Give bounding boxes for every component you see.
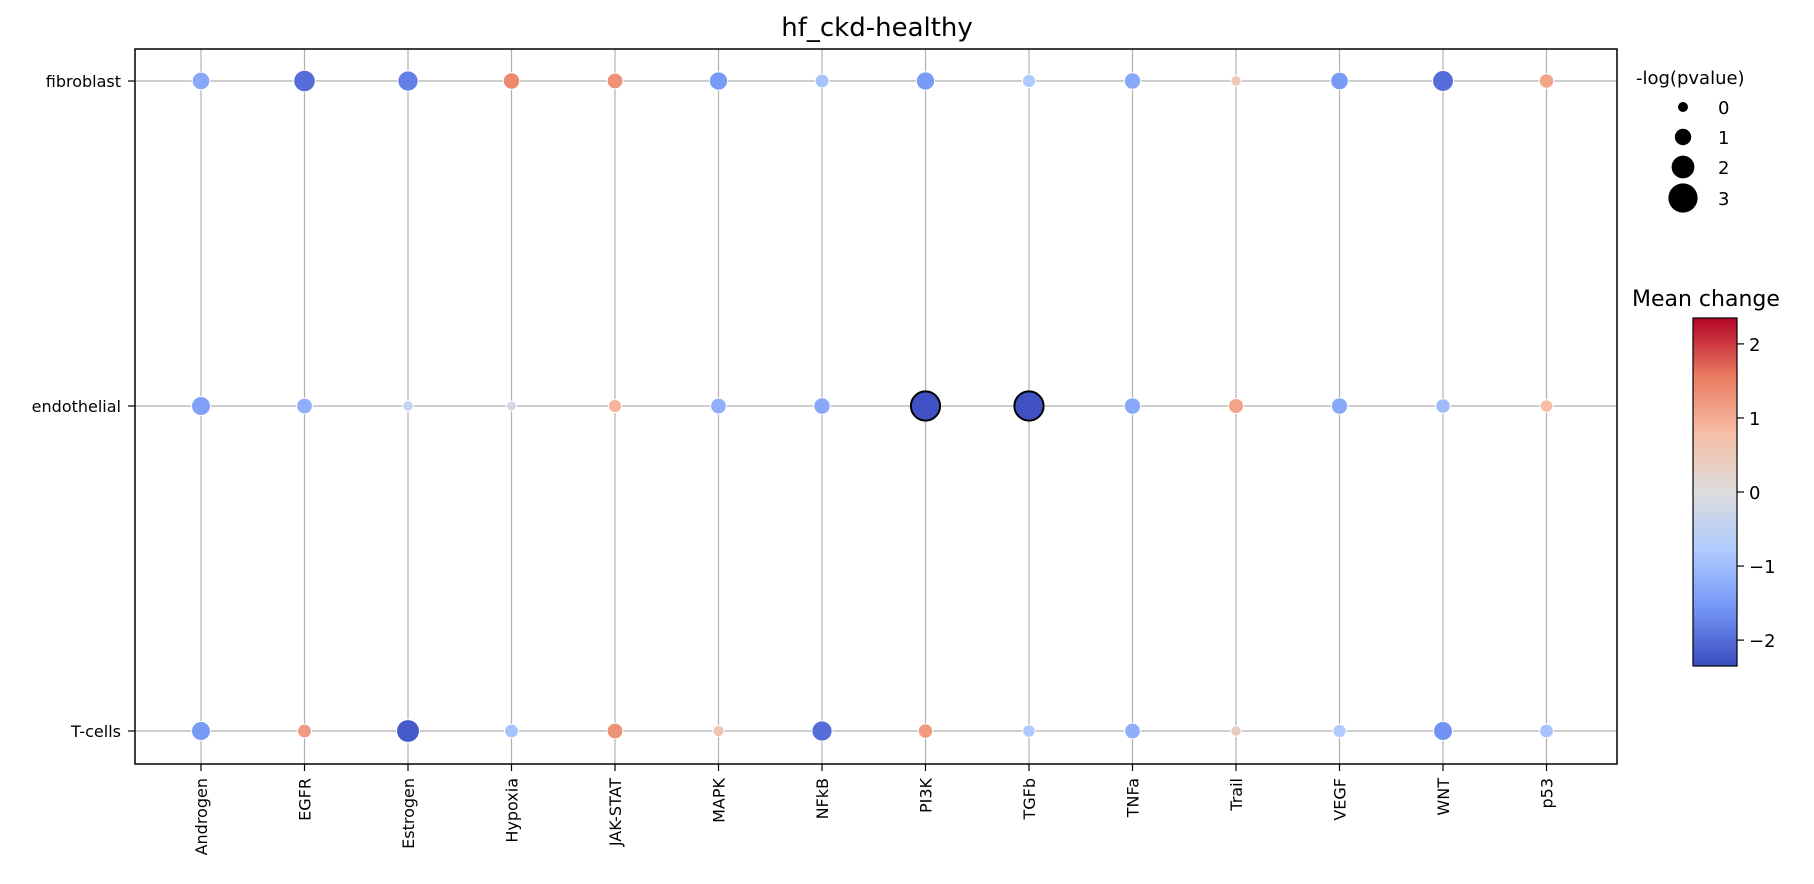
x-tick-label-estrogen: Estrogen — [399, 778, 418, 849]
size-legend-marker-3 — [1668, 183, 1698, 213]
colorbar-tick-label-0: 2 — [1749, 335, 1760, 356]
x-axis-ticks: Androgen EGFR Estrogen Hypoxia JAK-STAT MAPK N… — [192, 764, 1557, 855]
point-t-cells-estrogen — [396, 719, 420, 743]
point-endothelial-trail — [1227, 397, 1245, 415]
point-fibroblast-estrogen — [397, 70, 419, 92]
y-tick-label-endothelial: endothelial — [32, 397, 121, 416]
y-tick-label-fibroblast: fibroblast — [46, 72, 121, 91]
point-endothelial-androgen — [191, 396, 211, 416]
point-t-cells-egfr — [297, 723, 312, 739]
x-tick-label-egfr: EGFR — [296, 778, 315, 821]
colorbar: Mean change 2 1 0 −1 −2 — [1632, 287, 1780, 667]
size-legend-label-1: 1 — [1718, 128, 1729, 149]
y-axis-ticks: fibroblast endothelial T-cells — [32, 72, 135, 741]
point-fibroblast-wnt — [1432, 70, 1454, 92]
point-endothelial-hypoxia — [506, 400, 517, 412]
point-t-cells-mapk — [712, 724, 725, 738]
point-t-cells-tgfb — [1022, 724, 1036, 738]
point-endothelial-jak-stat — [607, 398, 623, 414]
point-t-cells-vegf — [1332, 723, 1347, 739]
point-t-cells-p53 — [1539, 723, 1554, 739]
point-fibroblast-tgfb — [1021, 73, 1037, 89]
point-t-cells-tnfa — [1124, 722, 1141, 740]
colorbar-tick-label-2: 0 — [1749, 483, 1760, 504]
point-t-cells-hypoxia — [504, 723, 519, 739]
point-t-cells-wnt — [1433, 721, 1453, 741]
point-fibroblast-vegf — [1330, 71, 1349, 91]
point-endothelial-tgfb — [1013, 390, 1045, 422]
point-endothelial-mapk — [710, 397, 727, 415]
size-legend-label-0: 0 — [1718, 98, 1729, 119]
x-tick-label-tgfb: TGFb — [1020, 778, 1039, 821]
point-endothelial-p53 — [1539, 399, 1554, 413]
point-endothelial-vegf — [1330, 397, 1349, 415]
point-endothelial-tnfa — [1123, 397, 1142, 415]
x-tick-label-mapk: MAPK — [710, 777, 729, 822]
x-tick-label-trail: Trail — [1227, 778, 1246, 812]
colorbar-bar — [1692, 317, 1738, 667]
colorbar-tick-label-3: −1 — [1749, 557, 1776, 578]
colorbar-tick-label-4: −2 — [1749, 631, 1776, 652]
size-legend-marker-1 — [1674, 128, 1692, 146]
point-fibroblast-hypoxia — [502, 72, 521, 90]
x-tick-label-tnfa: TNFa — [1124, 778, 1143, 818]
point-fibroblast-tnfa — [1123, 72, 1142, 90]
x-tick-label-androgen: Androgen — [192, 778, 211, 855]
size-legend-title: -log(pvalue) — [1636, 68, 1745, 89]
point-t-cells-jak-stat — [606, 722, 624, 740]
x-tick-label-pi3k: PI3K — [917, 778, 936, 814]
point-fibroblast-p53 — [1538, 73, 1555, 89]
size-legend-marker-2 — [1671, 155, 1695, 179]
y-tick-label-t-cells: T-cells — [70, 722, 121, 741]
point-endothelial-estrogen — [402, 400, 414, 412]
size-legend-label-2: 2 — [1718, 158, 1729, 179]
chart-title: hf_ckd-healthy — [781, 13, 973, 43]
size-legend-marker-0 — [1678, 102, 1688, 112]
point-endothelial-pi3k — [909, 390, 942, 422]
colorbar-tick-label-1: 1 — [1749, 409, 1760, 430]
point-fibroblast-androgen — [191, 71, 211, 91]
x-tick-label-nfkb: NFkB — [813, 778, 832, 819]
point-t-cells-trail — [1230, 725, 1242, 737]
grid-lines — [135, 49, 1617, 764]
x-tick-label-jak-stat: JAK-STAT — [606, 778, 625, 847]
point-fibroblast-nfkb — [814, 73, 830, 89]
x-tick-label-vegf: VEGF — [1331, 778, 1350, 821]
point-fibroblast-pi3k — [915, 71, 936, 91]
x-tick-label-hypoxia: Hypoxia — [503, 778, 522, 843]
size-legend: -log(pvalue) 0 1 2 3 — [1636, 68, 1745, 213]
point-t-cells-pi3k — [917, 723, 934, 739]
x-tick-label-p53: p53 — [1538, 778, 1557, 809]
point-t-cells-nfkb — [811, 720, 833, 742]
data-points — [191, 69, 1555, 743]
point-fibroblast-egfr — [293, 69, 316, 93]
point-fibroblast-mapk — [708, 71, 729, 91]
point-fibroblast-jak-stat — [606, 72, 624, 90]
size-legend-label-3: 3 — [1718, 189, 1729, 210]
point-fibroblast-trail — [1230, 75, 1242, 87]
point-endothelial-wnt — [1435, 398, 1451, 414]
point-endothelial-egfr — [296, 397, 313, 415]
x-tick-label-wnt: WNT — [1434, 778, 1453, 816]
colorbar-title: Mean change — [1632, 287, 1780, 312]
point-t-cells-androgen — [191, 721, 211, 741]
point-endothelial-nfkb — [813, 397, 831, 415]
